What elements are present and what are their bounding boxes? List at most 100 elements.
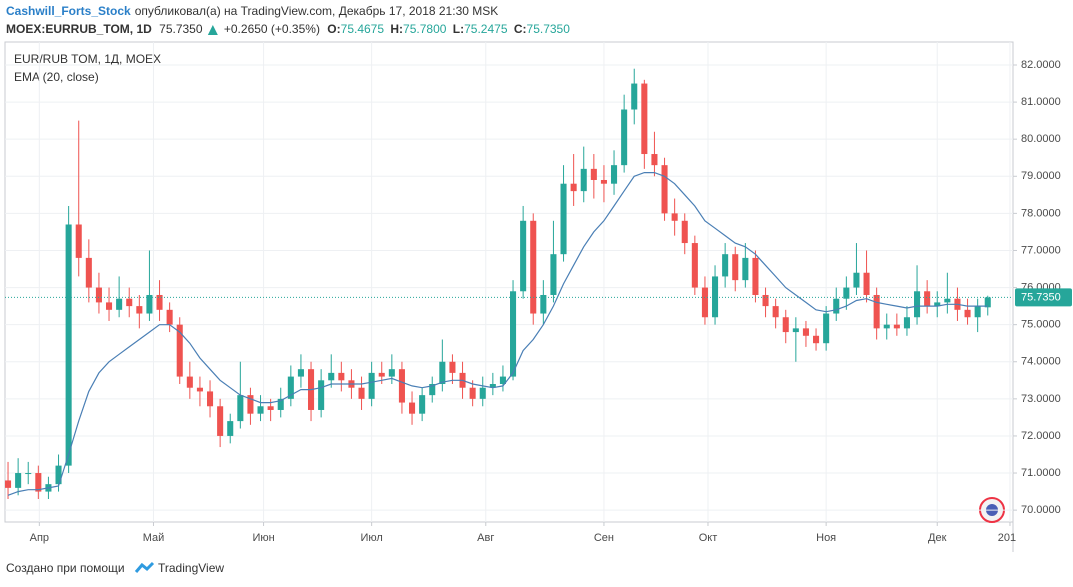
candle-body	[853, 272, 860, 288]
candle-body	[782, 317, 789, 333]
candle-body	[621, 109, 628, 166]
candle-body	[25, 473, 32, 475]
x-tick-label: Июн	[252, 532, 274, 544]
candle-body	[116, 298, 123, 310]
candle-body	[388, 369, 395, 377]
y-tick-label: 74.0000	[1021, 356, 1061, 368]
candle-body	[762, 294, 769, 307]
candle-body	[166, 309, 173, 325]
candle-body	[267, 406, 274, 410]
footer-text: Создано при помощи	[6, 561, 125, 575]
h-label: H:	[390, 22, 403, 36]
candle-body	[429, 384, 436, 396]
candle-body	[65, 224, 72, 466]
author[interactable]: Cashwill_Forts_Stock	[6, 4, 131, 18]
c-value: 75.7350	[527, 22, 571, 36]
candle-body	[510, 291, 517, 377]
candle-body	[75, 224, 82, 258]
candle-body	[5, 480, 12, 488]
candle-body	[863, 272, 870, 295]
x-tick-label: 2019	[998, 532, 1022, 544]
candle-body	[540, 294, 547, 314]
candle-body	[176, 324, 183, 377]
candle-body	[318, 380, 325, 410]
plot	[5, 68, 991, 500]
candle-body	[489, 384, 496, 388]
x-tick-label: Ноя	[816, 532, 836, 544]
y-tick-label: 81.0000	[1021, 96, 1061, 108]
x-tick-label: Авг	[477, 532, 494, 544]
candle-body	[196, 387, 203, 392]
x-tick-label: Июл	[360, 532, 382, 544]
y-tick-label: 80.0000	[1021, 133, 1061, 145]
candle-body	[833, 298, 840, 314]
legend-ema: EMA (20, close)	[14, 70, 99, 84]
candle-body	[398, 369, 405, 403]
x-tick-label: Сен	[594, 532, 614, 544]
y-tick-label: 73.0000	[1021, 393, 1061, 405]
candle-body	[358, 387, 365, 399]
footer-brand[interactable]: TradingView	[158, 561, 224, 575]
candle-body	[944, 298, 951, 303]
candle-body	[227, 421, 234, 436]
candle-body	[873, 294, 880, 329]
candle-body	[661, 165, 668, 214]
candle-body	[611, 165, 618, 184]
l-label: L:	[453, 22, 464, 36]
candle-body	[752, 257, 759, 295]
candle-body	[631, 83, 638, 110]
candle-body	[479, 387, 486, 399]
ema-line	[7, 172, 988, 496]
candle-body	[600, 179, 607, 184]
candle-body	[772, 306, 779, 318]
candle-body	[237, 395, 244, 422]
candle-body	[671, 213, 678, 221]
candle-body	[964, 309, 971, 318]
candle-body	[823, 313, 830, 344]
y-tick-label: 78.0000	[1021, 207, 1061, 219]
candle-body	[641, 83, 648, 155]
candle-body	[409, 402, 416, 414]
candle-body	[277, 398, 284, 410]
candle-body	[530, 220, 537, 314]
candle-body	[85, 257, 92, 288]
y-tick-label: 71.0000	[1021, 467, 1061, 479]
h-value: 75.7800	[403, 22, 447, 36]
candle-body	[813, 335, 820, 344]
candle-body	[469, 387, 476, 399]
candle-body	[792, 328, 799, 333]
candle-body	[146, 294, 153, 314]
price-label-box	[1015, 288, 1072, 307]
candle-body	[520, 220, 527, 292]
candle-body	[893, 324, 900, 329]
candle-body	[207, 391, 214, 407]
candle-body	[903, 317, 910, 329]
candle-body	[257, 406, 264, 414]
l-value: 75.2475	[464, 22, 508, 36]
header-line2: MOEX:EURRUB_TOM, 1D 75.7350 +0.2650 (+0.…	[6, 22, 570, 36]
y-tick-label: 77.0000	[1021, 244, 1061, 256]
legend-symbol: EUR/RUB TOM, 1Д, MOEX	[14, 52, 161, 66]
y-tick-label: 79.0000	[1021, 170, 1061, 182]
candle-body	[651, 154, 658, 166]
candle-body	[136, 306, 143, 314]
o-value: 75.4675	[341, 22, 385, 36]
candle-body	[843, 287, 850, 299]
plot-frame	[4, 41, 1014, 523]
candle-body	[984, 297, 991, 308]
o-label: O:	[327, 22, 340, 36]
symbol: MOEX:EURRUB_TOM, 1D	[6, 22, 152, 36]
footer-logo	[134, 561, 155, 573]
candle-body	[934, 302, 941, 307]
candle-body	[712, 276, 719, 318]
candle-body	[722, 254, 729, 277]
candle-body	[732, 254, 739, 281]
candle-body	[287, 376, 294, 399]
candle-body	[570, 183, 577, 192]
candle-body	[439, 361, 446, 385]
c-label: C:	[514, 22, 527, 36]
candle-body	[55, 465, 62, 485]
y-tick-label: 75.0000	[1021, 319, 1061, 331]
y-tick-label: 70.0000	[1021, 504, 1061, 516]
